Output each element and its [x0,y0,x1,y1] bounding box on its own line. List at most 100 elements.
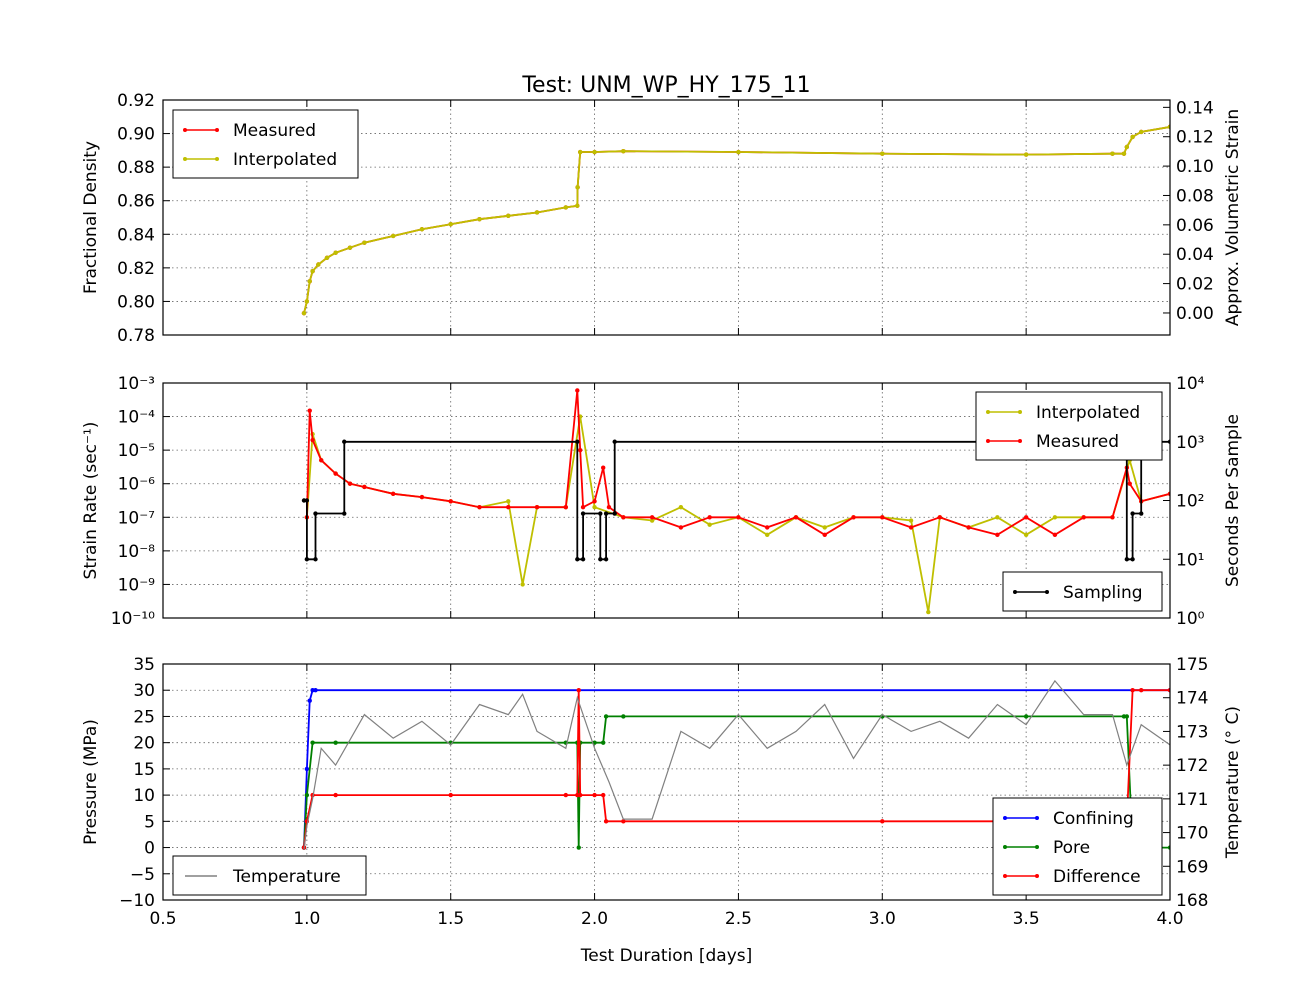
data-point [612,439,617,444]
y-tick-label: 10⁻⁴ [118,408,156,428]
legend-marker [1013,590,1017,594]
data-point [1052,532,1058,538]
data-point [506,213,511,219]
y2-tick-label: 169 [1176,857,1208,877]
y2-tick-label: 0.10 [1176,157,1214,177]
y2-tick-label: 0.02 [1176,275,1214,295]
legend-label: Temperature [232,867,341,887]
legend-label: Measured [233,121,316,141]
data-point [1023,152,1029,157]
y2-axis-label: Approx. Volumetric Strain [1223,109,1243,326]
legend-marker [215,157,219,161]
x-tick-label: 1.0 [293,909,320,929]
data-point [563,504,568,510]
data-point [598,557,603,562]
y-tick-label: 10⁻¹⁰ [111,609,155,629]
data-point [319,458,324,463]
y2-tick-label: 10⁰ [1176,609,1205,629]
data-point [362,484,367,490]
y2-tick-label: 10³ [1176,433,1204,453]
data-point [448,222,453,227]
legend-label: Confining [1053,809,1134,829]
data-point [1139,688,1144,693]
y-tick-label: 10⁻⁷ [118,508,156,528]
data-point [601,740,606,745]
data-point [1023,532,1029,538]
data-point [534,504,540,510]
data-point [506,504,511,510]
legend-box [172,109,359,179]
y2-tick-label: 174 [1176,689,1208,709]
x-axis-label: Test Duration [days] [580,946,753,966]
legend-label: Measured [1036,432,1119,452]
data-point [520,582,525,587]
data-point [477,504,482,510]
data-point [1130,134,1135,140]
series-confining-line [303,689,1170,848]
y-tick-label: 25 [133,707,155,727]
legend-label: Interpolated [1036,403,1140,423]
data-point [601,792,606,798]
y2-tick-label: 173 [1176,722,1208,742]
y-axis-label: Pressure (MPa) [81,719,101,845]
data-point [304,792,310,798]
y2-tick-label: 172 [1176,756,1208,776]
x-tick-label: 2.0 [581,909,608,929]
y-axis-label: Strain Rate (sec⁻¹) [81,422,101,580]
data-point [606,504,612,510]
data-point [313,557,318,562]
data-point [575,439,580,444]
y-tick-label: 10 [133,786,155,806]
data-point [575,388,580,393]
legend-label: Difference [1053,867,1141,887]
data-point [937,515,943,520]
y-tick-label: 0.90 [117,125,155,145]
data-point [1124,144,1130,150]
data-point [880,819,885,824]
series-group [301,388,1170,615]
data-point [880,151,885,156]
data-point [307,698,312,703]
data-point [1023,714,1029,719]
data-point [601,465,606,470]
legend-marker [1003,845,1007,849]
legend-marker [1003,816,1007,820]
data-point [603,557,609,562]
figure-title: Test: UNM_WP_HY_175_11 [521,73,810,98]
legend: Sampling [1002,571,1163,612]
data-point [995,532,1000,538]
data-point [1052,515,1058,520]
series-temperature-line [303,679,1170,850]
strain-rate-panel: 10⁻¹⁰ 10⁻⁹ 10⁻⁸ 10⁻⁷ 10⁻⁶ 10⁻⁵ 10⁻⁴ 10⁻³ 10⁰ 10¹ 1… [81,374,1243,629]
data-point [603,714,609,719]
data-point [621,714,626,719]
legend-label: Pore [1053,838,1090,858]
data-point [1124,557,1130,562]
y2-tick-label: 10⁴ [1176,374,1205,394]
legend: Interpolated Measured [975,391,1163,461]
legend: Temperature [172,855,367,896]
y2-tick-label: 168 [1176,891,1208,911]
data-point [678,504,684,510]
y-tick-label: 10⁻⁵ [118,441,155,461]
data-point [1121,151,1127,156]
data-point [313,511,318,516]
data-point [793,515,799,520]
y2-tick-label: 0.06 [1176,216,1214,236]
y-tick-label: 10⁻⁶ [118,475,156,495]
data-point [448,792,453,798]
data-point [316,262,321,267]
data-point [333,250,338,255]
data-point [736,515,741,520]
data-point [707,522,712,527]
y-tick-label: 10⁻³ [118,374,155,394]
legend-marker [1035,874,1039,878]
legend: Confining Pore Difference [992,797,1163,896]
data-point [1139,511,1144,516]
pressure-panel: 0.5 1.0 1.5 2.0 2.5 3.0 3.5 4.0 −10 −5 0 5 10 15 20 25 3… [81,655,1243,929]
y2-tick-label: 171 [1176,790,1208,810]
plot-frame [162,99,1171,336]
data-point [301,310,307,316]
data-point [310,437,315,443]
data-point [534,210,540,215]
